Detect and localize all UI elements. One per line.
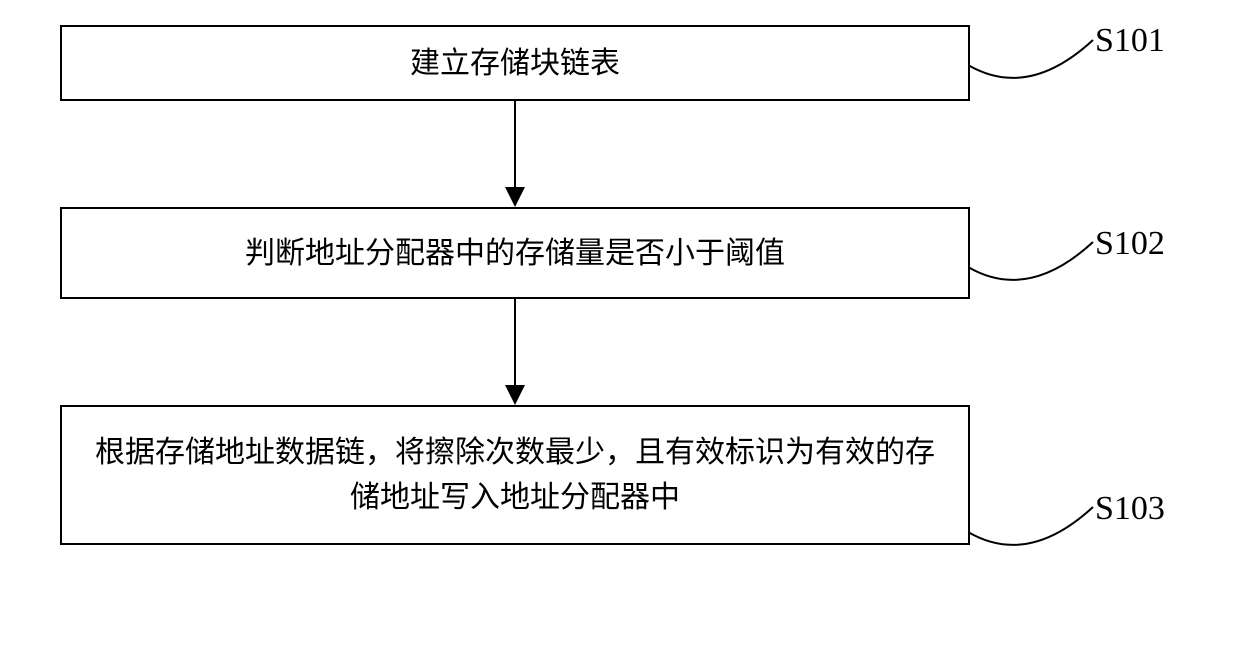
arrow-2-to-3 <box>60 299 970 405</box>
connector-curve-1 <box>968 30 1098 100</box>
connector-curve-2 <box>968 232 1098 302</box>
arrow-1-to-2 <box>60 101 970 207</box>
arrow-head <box>505 385 525 405</box>
step-3-text: 根据存储地址数据链，将擦除次数最少，且有效标识为有效的存储地址写入地址分配器中 <box>86 430 944 520</box>
step-2-text: 判断地址分配器中的存储量是否小于阈值 <box>245 231 785 276</box>
step-label-1: S101 <box>1095 22 1165 60</box>
flowchart-container: 建立存储块链表 判断地址分配器中的存储量是否小于阈值 根据存储地址数据链，将擦除… <box>60 25 970 545</box>
flow-step-3: 根据存储地址数据链，将擦除次数最少，且有效标识为有效的存储地址写入地址分配器中 <box>60 405 970 545</box>
arrow-line <box>514 299 516 385</box>
connector-curve-3 <box>968 497 1098 567</box>
arrow-line <box>514 101 516 187</box>
arrow-head <box>505 187 525 207</box>
step-1-text: 建立存储块链表 <box>410 41 620 86</box>
flow-step-1: 建立存储块链表 <box>60 25 970 101</box>
step-label-2: S102 <box>1095 225 1165 263</box>
flow-step-2: 判断地址分配器中的存储量是否小于阈值 <box>60 207 970 299</box>
step-label-3: S103 <box>1095 490 1165 528</box>
